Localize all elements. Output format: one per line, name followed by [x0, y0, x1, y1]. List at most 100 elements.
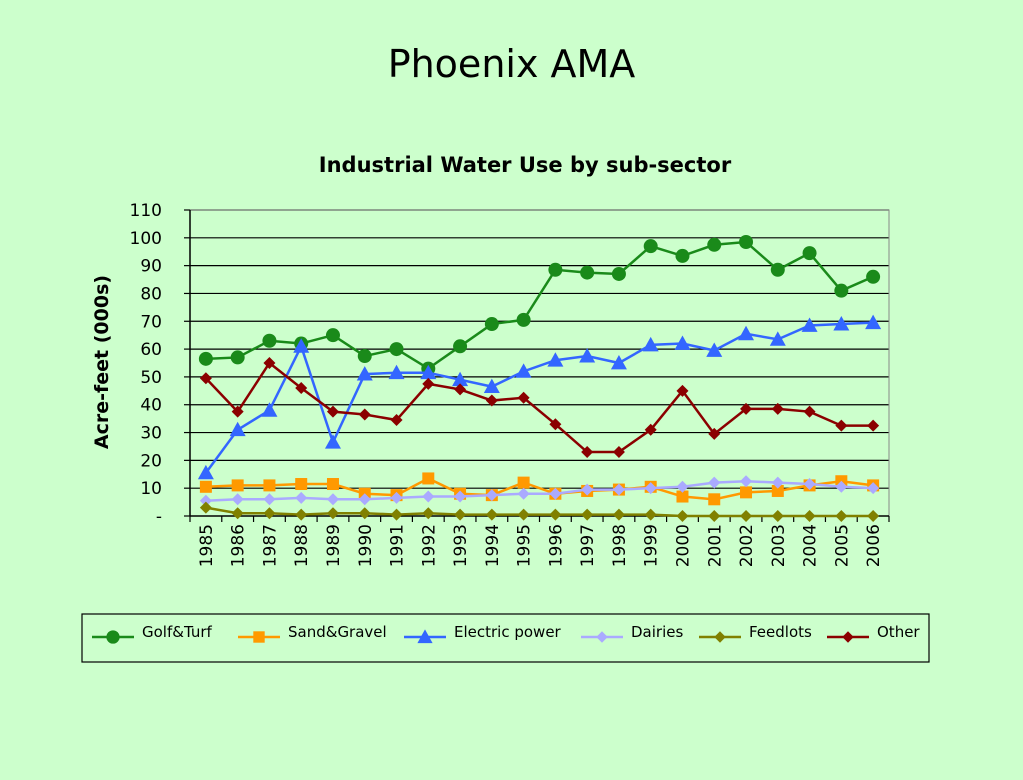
data-point-other — [803, 405, 816, 418]
series-electric-power — [197, 314, 882, 480]
series-dairies — [199, 475, 880, 507]
data-point-feedlots — [390, 508, 403, 521]
series-line-feedlots — [205, 506, 874, 518]
x-tick-label: 1999 — [642, 524, 662, 567]
legend-frame — [81, 613, 930, 663]
y-tick-label: 20 — [140, 451, 162, 471]
x-tick-label: 2002 — [737, 524, 757, 567]
data-point-other — [740, 402, 753, 415]
data-point-other — [358, 408, 371, 421]
data-point-electric-power — [261, 402, 278, 417]
x-tick-label: 1994 — [483, 524, 503, 567]
x-tick-label: 1986 — [229, 524, 249, 567]
data-point-sand-gravel — [422, 472, 435, 485]
data-point-other — [454, 383, 467, 396]
data-point-electric-power — [356, 366, 373, 381]
data-point-electric-power — [229, 421, 246, 437]
y-tick-label: 60 — [140, 340, 162, 360]
data-point-dairies — [422, 490, 435, 503]
x-tick-label: 1995 — [515, 524, 535, 567]
data-point-sand-gravel — [740, 486, 753, 499]
data-point-dairies — [740, 475, 753, 488]
data-point-feedlots — [549, 508, 562, 521]
data-point-other — [581, 446, 594, 459]
data-point-electric-power — [197, 464, 214, 480]
data-point-feedlots — [771, 510, 784, 522]
data-point-electric-power — [610, 355, 627, 370]
legend-label: Sand&Gravel — [288, 623, 387, 641]
y-tick-label: 50 — [140, 368, 162, 388]
data-point-dairies — [612, 483, 625, 496]
data-point-golf-turf — [548, 262, 563, 277]
data-point-electric-power — [674, 335, 691, 350]
data-point-feedlots — [454, 508, 467, 521]
data-point-other — [263, 357, 276, 369]
data-point-dairies — [454, 490, 467, 503]
data-point-sand-gravel — [676, 490, 689, 503]
data-point-feedlots — [581, 508, 594, 521]
data-point-golf-turf — [357, 349, 372, 364]
data-point-feedlots — [708, 510, 721, 522]
data-point-other — [231, 405, 244, 418]
series-feedlots — [199, 501, 880, 522]
data-point-other — [199, 372, 212, 385]
data-point-other — [295, 382, 308, 395]
data-point-electric-power — [865, 314, 882, 330]
data-point-other — [676, 384, 689, 397]
data-point-feedlots — [612, 508, 625, 521]
y-tick-label: 110 — [130, 201, 162, 221]
chart-title: Industrial Water Use by sub-sector — [319, 153, 732, 177]
data-point-other — [549, 418, 562, 431]
legend-swatch-marker — [714, 631, 726, 643]
data-point-feedlots — [676, 510, 689, 522]
series-line-electric-power — [204, 321, 874, 474]
data-point-sand-gravel — [231, 479, 244, 492]
data-point-electric-power — [706, 342, 723, 357]
data-point-feedlots — [835, 510, 848, 522]
data-point-golf-turf — [230, 350, 245, 365]
legend-swatch-marker — [842, 631, 854, 643]
data-point-golf-turf — [484, 317, 499, 332]
data-point-dairies — [708, 476, 721, 489]
data-point-other — [708, 427, 721, 440]
legend-label: Golf&Turf — [142, 623, 213, 641]
data-point-golf-turf — [707, 237, 722, 252]
data-point-electric-power — [833, 316, 850, 331]
data-point-dairies — [485, 489, 498, 502]
x-tick-label: 1998 — [610, 524, 630, 567]
legend-item-sand-gravel: Sand&Gravel — [238, 623, 387, 643]
legend-label: Other — [877, 623, 920, 641]
data-point-feedlots — [517, 508, 530, 521]
series-line-sand-gravel — [205, 477, 874, 501]
data-point-dairies — [199, 494, 212, 507]
legend-item-other: Other — [827, 623, 920, 643]
data-point-golf-turf — [389, 342, 404, 357]
series-other — [199, 357, 880, 459]
data-point-electric-power — [388, 364, 405, 380]
data-point-electric-power — [483, 378, 500, 394]
data-point-electric-power — [324, 434, 341, 449]
data-point-golf-turf — [611, 266, 626, 281]
y-tick-label: 70 — [140, 312, 162, 332]
data-point-golf-turf — [643, 239, 658, 254]
data-point-feedlots — [485, 508, 498, 521]
legend-swatch-marker — [417, 629, 433, 644]
data-point-golf-turf — [516, 312, 531, 327]
y-tick-label: - — [156, 507, 162, 527]
data-point-electric-power — [420, 364, 437, 380]
data-point-other — [390, 414, 403, 427]
x-tick-label: 1997 — [578, 524, 598, 567]
y-tick-label: 30 — [140, 424, 162, 444]
x-tick-label: 1989 — [324, 524, 344, 567]
data-point-feedlots — [740, 510, 753, 522]
data-point-golf-turf — [770, 262, 785, 277]
x-tick-label: 1985 — [197, 524, 217, 567]
data-point-dairies — [867, 482, 880, 495]
x-tick-label: 1991 — [388, 524, 408, 567]
data-point-sand-gravel — [199, 480, 212, 493]
data-point-other — [485, 394, 498, 407]
data-point-sand-gravel — [517, 476, 530, 489]
data-point-feedlots — [358, 507, 371, 520]
legend-label: Dairies — [631, 623, 683, 641]
data-point-dairies — [295, 491, 308, 504]
